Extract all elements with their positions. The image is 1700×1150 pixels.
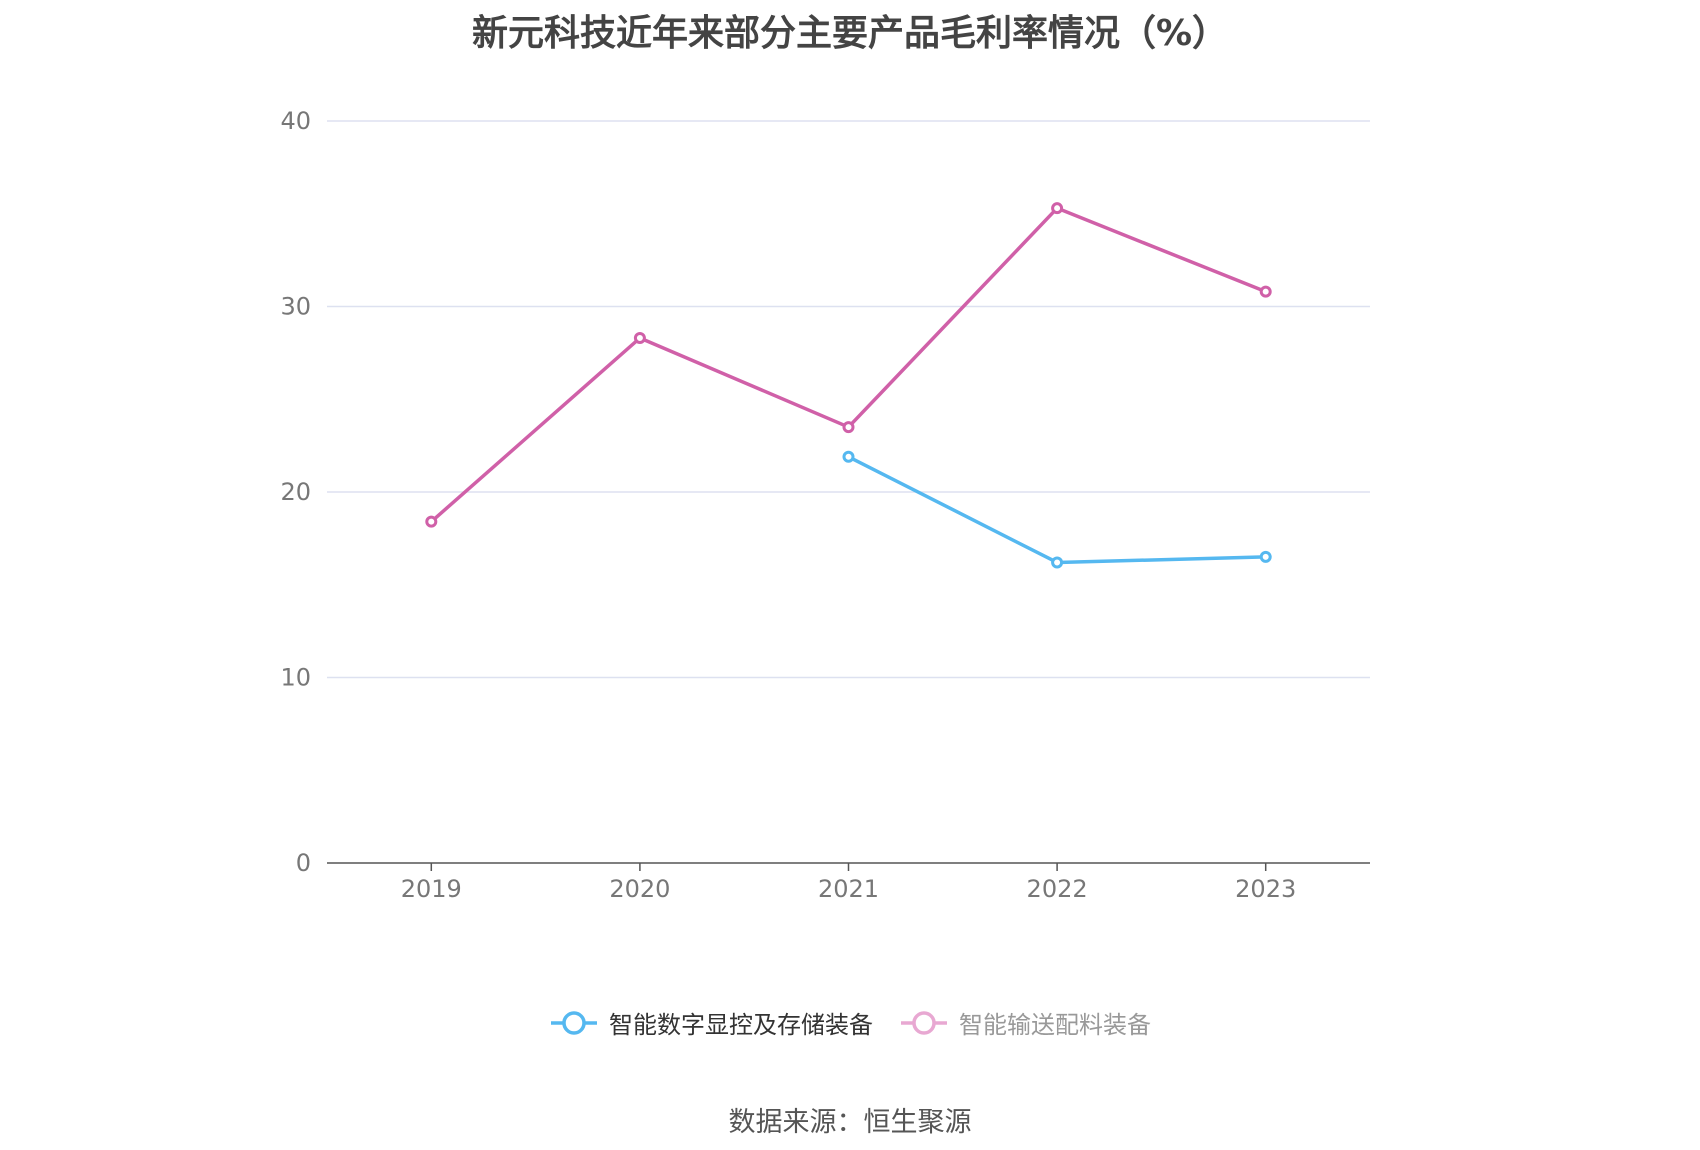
legend-circle <box>562 1010 586 1035</box>
x-tick-label: 2020 <box>609 875 670 903</box>
legend-marker-icon <box>899 1008 949 1038</box>
legend-label: 智能输送配料装备 <box>959 1011 1151 1039</box>
legend: 智能数字显控及存储装备 智能输送配料装备 <box>0 1005 1700 1040</box>
x-axis: 2019 2020 2021 2022 2023 <box>327 862 1370 903</box>
data-point[interactable] <box>1259 285 1272 298</box>
y-tick-label: 0 <box>296 849 311 877</box>
data-point[interactable] <box>633 332 646 345</box>
grid-lines <box>327 120 1370 679</box>
y-tick-label: 10 <box>280 664 311 692</box>
legend-item-series-1[interactable]: 智能输送配料装备 <box>899 1005 1151 1040</box>
data-point[interactable] <box>1051 556 1064 569</box>
y-tick-label: 20 <box>280 478 311 506</box>
x-tick-label: 2022 <box>1027 875 1088 903</box>
legend-item-series-0[interactable]: 智能数字显控及存储装备 <box>549 1005 873 1040</box>
data-point[interactable] <box>842 421 855 434</box>
data-source-note: 数据来源：恒生聚源 <box>728 1107 972 1138</box>
x-tick-label: 2019 <box>401 875 462 903</box>
y-tick-label: 30 <box>280 293 311 321</box>
data-point[interactable] <box>842 450 855 463</box>
legend-marker-icon <box>549 1008 599 1038</box>
legend-circle <box>912 1010 936 1035</box>
y-tick-label: 40 <box>280 107 311 135</box>
x-tick-label: 2021 <box>818 875 879 903</box>
chart-title: 新元科技近年来部分主要产品毛利率情况（%） <box>471 13 1229 54</box>
data-point[interactable] <box>1051 202 1064 215</box>
series-line-0 <box>846 455 1268 565</box>
y-axis: 0 10 20 30 40 <box>280 107 311 877</box>
data-point[interactable] <box>425 515 438 528</box>
data-point[interactable] <box>1259 550 1272 563</box>
legend-label: 智能数字显控及存储装备 <box>609 1011 873 1039</box>
x-tick-label: 2023 <box>1235 875 1296 903</box>
series-lines <box>425 202 1272 569</box>
series-line-1 <box>429 206 1268 524</box>
